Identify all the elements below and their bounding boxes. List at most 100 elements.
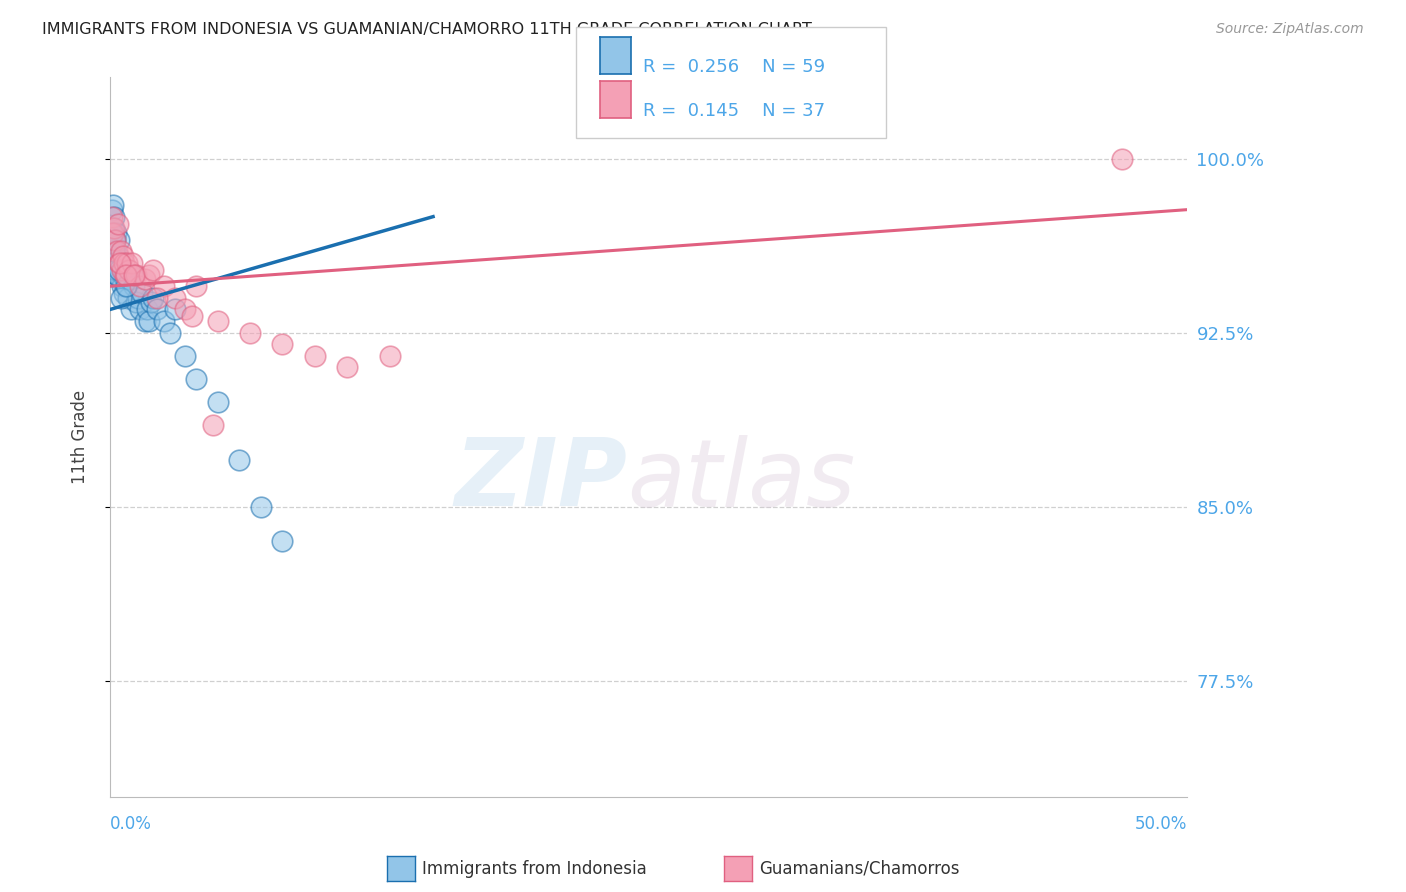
Point bbox=[110, 260, 132, 275]
Point bbox=[122, 279, 145, 293]
Point bbox=[163, 302, 186, 317]
Point bbox=[228, 453, 250, 467]
Point bbox=[139, 295, 162, 310]
Point bbox=[304, 349, 326, 363]
Point bbox=[118, 272, 141, 286]
Point bbox=[112, 256, 135, 270]
Point bbox=[138, 268, 160, 282]
Text: ZIP: ZIP bbox=[454, 434, 627, 526]
Point bbox=[122, 268, 145, 282]
Point bbox=[111, 249, 134, 263]
Point bbox=[118, 263, 141, 277]
Y-axis label: 11th Grade: 11th Grade bbox=[72, 390, 89, 484]
Point bbox=[104, 233, 127, 247]
Point bbox=[101, 256, 124, 270]
Point bbox=[159, 326, 181, 340]
Point bbox=[104, 233, 127, 247]
Point bbox=[239, 326, 262, 340]
Point bbox=[105, 226, 128, 240]
Point bbox=[129, 302, 152, 317]
Point bbox=[131, 286, 153, 301]
Point bbox=[105, 244, 128, 259]
Point bbox=[105, 256, 128, 270]
Point bbox=[207, 395, 229, 409]
Point bbox=[101, 226, 124, 240]
Point bbox=[115, 268, 138, 282]
Point bbox=[117, 279, 139, 293]
Point bbox=[135, 302, 157, 317]
Point bbox=[105, 268, 128, 282]
Point bbox=[100, 249, 122, 263]
Point bbox=[101, 221, 124, 235]
Point bbox=[142, 291, 165, 305]
Point bbox=[134, 272, 156, 286]
Point bbox=[110, 244, 132, 259]
Point bbox=[138, 314, 160, 328]
Point bbox=[103, 221, 125, 235]
Point bbox=[107, 249, 129, 263]
Text: Source: ZipAtlas.com: Source: ZipAtlas.com bbox=[1216, 22, 1364, 37]
Point bbox=[1111, 152, 1133, 166]
Text: Immigrants from Indonesia: Immigrants from Indonesia bbox=[422, 860, 647, 878]
Point bbox=[104, 244, 127, 259]
Point bbox=[107, 263, 129, 277]
Point bbox=[110, 291, 132, 305]
Point bbox=[146, 302, 169, 317]
Text: 50.0%: 50.0% bbox=[1135, 815, 1187, 833]
Point bbox=[117, 291, 139, 305]
Point bbox=[107, 217, 129, 231]
Point bbox=[105, 268, 128, 282]
Point bbox=[108, 256, 131, 270]
Point bbox=[114, 279, 136, 293]
Point bbox=[120, 302, 142, 317]
Point bbox=[107, 233, 129, 247]
Point bbox=[104, 249, 127, 263]
Point bbox=[336, 360, 359, 375]
Point bbox=[103, 198, 125, 212]
Point bbox=[108, 263, 131, 277]
Point bbox=[186, 279, 208, 293]
Point bbox=[104, 263, 127, 277]
Text: atlas: atlas bbox=[627, 434, 855, 525]
Text: Guamanians/Chamorros: Guamanians/Chamorros bbox=[759, 860, 960, 878]
Point bbox=[174, 349, 197, 363]
Point bbox=[249, 500, 271, 514]
Text: IMMIGRANTS FROM INDONESIA VS GUAMANIAN/CHAMORRO 11TH GRADE CORRELATION CHART: IMMIGRANTS FROM INDONESIA VS GUAMANIAN/C… bbox=[42, 22, 813, 37]
Point bbox=[125, 268, 148, 282]
Point bbox=[107, 256, 129, 270]
Point bbox=[146, 291, 169, 305]
Point bbox=[103, 210, 125, 224]
Point bbox=[174, 302, 197, 317]
Text: 0.0%: 0.0% bbox=[110, 815, 152, 833]
Point bbox=[125, 295, 148, 310]
Point bbox=[114, 268, 136, 282]
Point bbox=[271, 337, 294, 351]
Point bbox=[103, 226, 125, 240]
Point bbox=[121, 256, 143, 270]
Point bbox=[111, 268, 134, 282]
Point bbox=[103, 244, 125, 259]
Point bbox=[114, 272, 136, 286]
Point bbox=[142, 263, 165, 277]
Point bbox=[378, 349, 401, 363]
Point bbox=[101, 210, 124, 224]
Point bbox=[117, 256, 139, 270]
Point bbox=[202, 418, 225, 433]
Point bbox=[108, 256, 131, 270]
Point bbox=[153, 314, 176, 328]
Point bbox=[207, 314, 229, 328]
Point bbox=[111, 263, 134, 277]
Point bbox=[127, 291, 149, 305]
Text: R =  0.256    N = 59: R = 0.256 N = 59 bbox=[643, 58, 825, 76]
Point bbox=[111, 279, 134, 293]
Point bbox=[101, 202, 124, 217]
Point bbox=[115, 268, 138, 282]
Point bbox=[112, 286, 135, 301]
Point bbox=[100, 256, 122, 270]
Text: R =  0.145    N = 37: R = 0.145 N = 37 bbox=[643, 103, 825, 120]
Point bbox=[163, 291, 186, 305]
Point bbox=[110, 272, 132, 286]
Point bbox=[180, 310, 202, 324]
Point bbox=[186, 372, 208, 386]
Point bbox=[153, 279, 176, 293]
